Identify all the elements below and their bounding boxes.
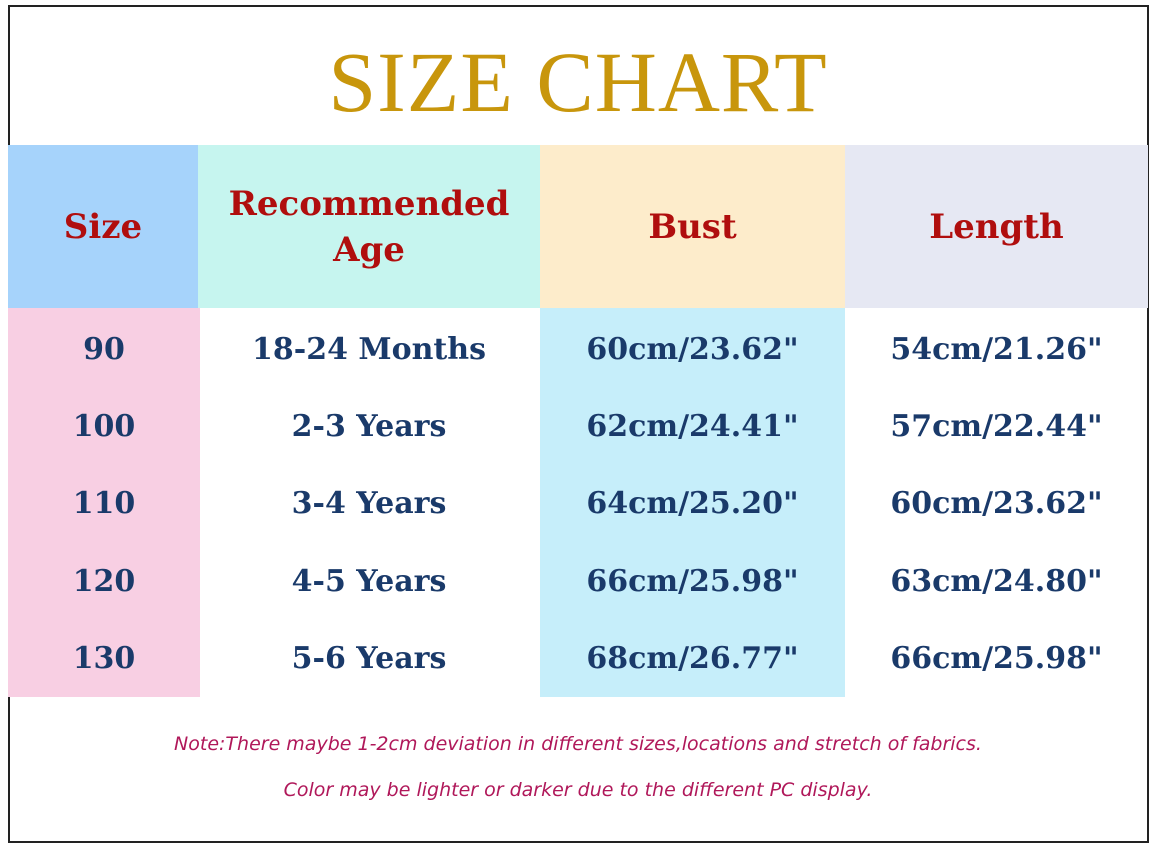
note-line-1: Note:There maybe 1-2cm deviation in diff… [174,733,982,755]
cell-size: 90 [83,331,125,367]
note-line-2: Color may be lighter or darker due to th… [283,779,873,801]
header-length: Length [845,145,1148,308]
cell-size: 100 [72,408,136,444]
cell-age: 18-24 Months [252,331,486,367]
cell-length: 54cm/21.26" [890,331,1103,367]
size-column-bg [8,308,200,697]
cell-age: 4-5 Years [291,563,447,599]
cell-length: 66cm/25.98" [890,641,1103,677]
cell-bust: 60cm/23.62" [586,331,799,367]
header-bust: Bust [540,145,845,308]
header-size: Size [8,145,198,308]
cell-age: 3-4 Years [291,486,447,522]
cell-length: 60cm/23.62" [890,486,1103,522]
header-age-line2: Age [333,229,405,270]
page-title: SIZE CHART [328,34,828,130]
bust-column-bg [540,308,845,697]
cell-age: 5-6 Years [291,641,447,677]
cell-size: 120 [72,563,136,599]
cell-bust: 64cm/25.20" [586,486,799,522]
cell-bust: 68cm/26.77" [586,641,799,677]
cell-bust: 62cm/24.41" [586,408,799,444]
header-age-line1: Recommended [228,183,510,224]
cell-length: 57cm/22.44" [890,408,1103,444]
cell-size: 130 [72,641,136,677]
cell-size: 110 [72,486,136,522]
header-age: Recommended Age [198,145,540,308]
cell-age: 2-3 Years [291,408,447,444]
cell-length: 63cm/24.80" [890,563,1103,599]
cell-bust: 66cm/25.98" [586,563,799,599]
